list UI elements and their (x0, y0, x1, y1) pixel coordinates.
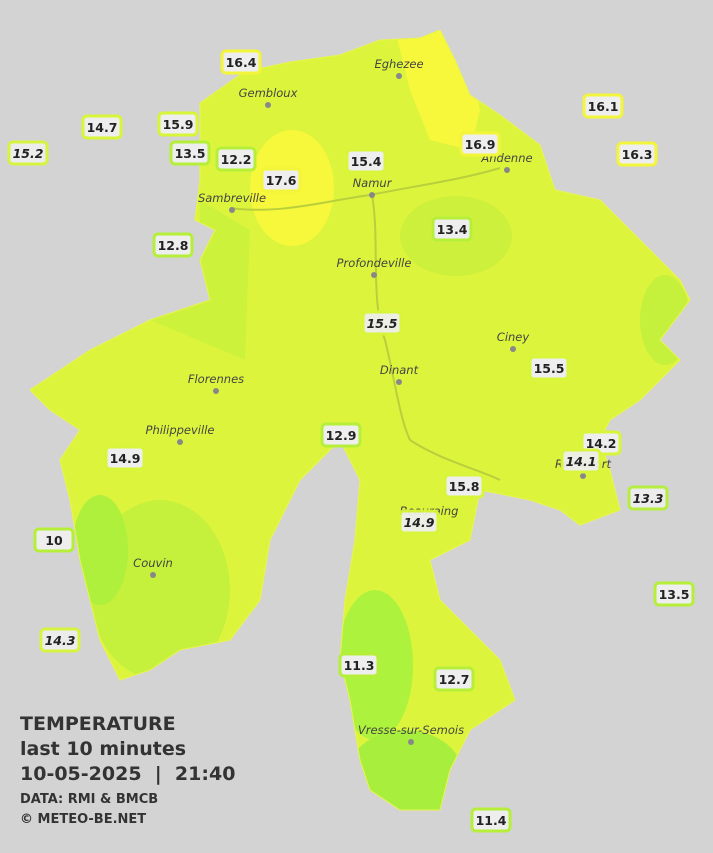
town-dot (265, 102, 271, 108)
stations: 16.4 14.7 15.9 15.2 13.5 12.2 17.6 15.4 16.9 16.1… (7, 49, 695, 833)
station-value: 16.1 (588, 99, 619, 114)
town-label: Namur (353, 176, 393, 190)
station-box (560, 448, 602, 474)
station-value: 14.7 (87, 120, 118, 135)
station-box (33, 527, 75, 553)
station-value: 16.9 (465, 137, 496, 152)
station-value: 17.6 (266, 173, 297, 188)
station-box (81, 114, 123, 140)
station-box (443, 473, 485, 499)
station-value: 12.2 (221, 152, 252, 167)
station-value: 11.4 (476, 813, 507, 828)
station-box (470, 807, 512, 833)
station-value: 15.5 (367, 316, 398, 331)
station-box (433, 666, 475, 692)
station-box (260, 167, 302, 193)
town-label: Vresse-sur-Semois (358, 723, 464, 737)
town-label: Profondeville (337, 256, 412, 270)
station-value: 15.4 (351, 154, 382, 169)
town-label: Gembloux (239, 86, 298, 100)
zone (72, 495, 128, 605)
station-box (220, 49, 262, 75)
station-value: 15.5 (534, 361, 565, 376)
station-value: 13.5 (659, 587, 690, 602)
station-value: 12.7 (439, 672, 470, 687)
town-dot (177, 439, 183, 445)
legend: TEMPERATURE last 10 minutes 10-05-2025 |… (20, 713, 235, 827)
station-value: 12.9 (326, 428, 357, 443)
towns: EghezeeGemblouxAndenneNamurSambrevillePr… (133, 57, 612, 745)
station-value: 16.4 (226, 55, 257, 70)
station-box (528, 355, 570, 381)
station-box (215, 146, 257, 172)
legend-period: last 10 minutes (20, 738, 186, 760)
station-box (338, 652, 380, 678)
station-value: 14.1 (566, 454, 597, 469)
legend-source: DATA: RMI & BMCB (20, 792, 158, 807)
station-box (152, 232, 194, 258)
town-label: Couvin (133, 556, 173, 570)
station-value: 14.3 (45, 633, 76, 648)
station-value: 12.8 (158, 238, 189, 253)
station-box (39, 627, 81, 653)
town-dot (369, 192, 375, 198)
town-dot (396, 73, 402, 79)
legend-title: TEMPERATURE (20, 713, 176, 735)
station-value: 13.3 (633, 491, 664, 506)
station-box (398, 509, 440, 535)
town-dot (408, 739, 414, 745)
station-box (459, 131, 501, 157)
station-box (653, 581, 695, 607)
legend-datetime: 10-05-2025 | 21:40 (20, 763, 235, 785)
station-box (582, 93, 624, 119)
station-value: 14.9 (110, 451, 141, 466)
station-value: 15.8 (449, 479, 480, 494)
station-box (431, 216, 473, 242)
town-dot (371, 272, 377, 278)
town-dot (213, 388, 219, 394)
station-box (616, 141, 658, 167)
town-dot (504, 167, 510, 173)
town-label: Eghezee (374, 57, 423, 71)
town-label: Florennes (188, 372, 244, 386)
town-dot (396, 379, 402, 385)
station-box (320, 422, 362, 448)
station-value: 14.2 (586, 436, 617, 451)
station-value: 16.3 (622, 147, 653, 162)
station-value: 14.9 (404, 515, 435, 530)
town-label: Sambreville (198, 191, 266, 205)
station-value: 10 (45, 533, 63, 548)
station-box (345, 148, 387, 174)
town-dot (580, 473, 586, 479)
town-dot (229, 207, 235, 213)
station-box (169, 140, 211, 166)
station-box (7, 140, 49, 166)
town-label: Ciney (497, 330, 530, 344)
station-value: 15.9 (163, 117, 194, 132)
station-box (361, 310, 403, 336)
town-label: Philippeville (146, 423, 215, 437)
station-box (157, 111, 199, 137)
station-value: 13.4 (437, 222, 468, 237)
legend-copyright: © METEO-BE.NET (20, 812, 146, 827)
station-value: 11.3 (344, 658, 375, 673)
town-dot (510, 346, 516, 352)
station-box (104, 445, 146, 471)
town-dot (150, 572, 156, 578)
river (371, 194, 501, 481)
station-value: 15.2 (13, 146, 44, 161)
station-box (627, 485, 669, 511)
station-value: 13.5 (175, 146, 206, 161)
town-label: Dinant (380, 363, 419, 377)
